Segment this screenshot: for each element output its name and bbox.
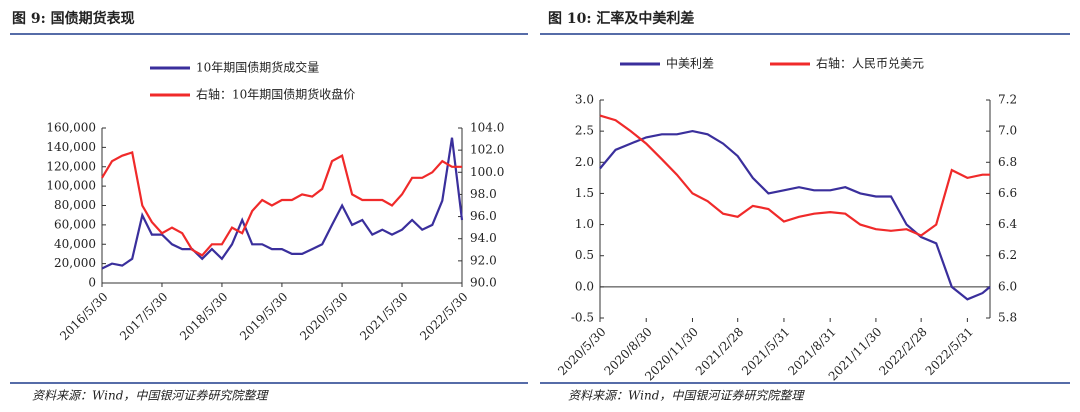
y-tick-label: 1.0 xyxy=(575,217,594,231)
series-line xyxy=(599,129,991,301)
x-tick-label: 2021/5/30 xyxy=(357,290,410,343)
series-line xyxy=(101,150,462,257)
y2-tick-label: 6.0 xyxy=(998,279,1017,293)
x-tick-label: 2019/5/30 xyxy=(237,290,290,343)
chart-title: 图 9: 国债期货表现 xyxy=(12,10,135,27)
y2-tick-label: 6.4 xyxy=(998,217,1017,231)
source-note: 资料来源：Wind，中国银河证券研究院整理 xyxy=(568,389,805,403)
legend-label: 右轴：10年期国债期货收盘价 xyxy=(196,87,355,102)
series-line xyxy=(599,114,990,237)
legend-label: 10年期国债期货成交量 xyxy=(196,60,319,75)
y2-tick-label: 100.0 xyxy=(470,165,504,179)
x-tick-label: 2020/5/30 xyxy=(297,290,350,343)
legend-label: 右轴：人民币兑美元 xyxy=(816,56,924,71)
y-tick-label: 140,000 xyxy=(46,140,96,154)
y-tick-label: 0 xyxy=(88,276,96,290)
x-tick-label: 2021/5/31 xyxy=(739,325,792,378)
y-tick-label: 100,000 xyxy=(46,179,96,193)
x-tick-label: 2018/5/30 xyxy=(177,290,230,343)
y2-tick-label: 90.0 xyxy=(470,276,497,290)
y-tick-label: 2.0 xyxy=(575,155,594,169)
chart-title: 图 10: 汇率及中美利差 xyxy=(548,10,694,27)
legend-label: 中美利差 xyxy=(666,56,714,71)
y-tick-label: 0.5 xyxy=(575,248,594,262)
y-tick-label: 1.5 xyxy=(575,186,594,200)
y2-tick-label: 6.8 xyxy=(998,155,1017,169)
x-tick-label: 2016/5/30 xyxy=(57,290,110,343)
y-tick-label: 20,000 xyxy=(54,256,96,270)
y-tick-label: 160,000 xyxy=(46,121,96,135)
y2-tick-label: 102.0 xyxy=(470,143,504,157)
y2-tick-label: 7.2 xyxy=(998,93,1017,107)
y-tick-label: 2.5 xyxy=(575,124,594,138)
y2-tick-label: 98.0 xyxy=(470,187,497,201)
y2-tick-label: 94.0 xyxy=(470,231,497,245)
series-line xyxy=(101,137,464,270)
y-tick-label: 0.0 xyxy=(575,279,594,293)
y2-tick-label: 7.0 xyxy=(998,124,1017,138)
x-tick-label: 2022/2/28 xyxy=(876,325,929,378)
y-tick-label: 120,000 xyxy=(46,159,96,173)
x-tick-label: 2020/5/30 xyxy=(555,325,608,378)
x-tick-label: 2017/5/30 xyxy=(117,290,170,343)
y-tick-label: 60,000 xyxy=(54,217,96,231)
x-tick-label: 2021/2/28 xyxy=(693,325,746,378)
x-tick-label: 2022/5/31 xyxy=(923,325,976,378)
x-tick-label: 2022/5/30 xyxy=(417,290,470,343)
y2-tick-label: 104.0 xyxy=(470,121,504,135)
y-tick-label: 3.0 xyxy=(575,93,594,107)
y-tick-label: -0.5 xyxy=(571,311,594,325)
y2-tick-label: 92.0 xyxy=(470,253,497,267)
y-tick-label: 40,000 xyxy=(54,237,96,251)
y2-tick-label: 96.0 xyxy=(470,209,497,223)
y2-tick-label: 6.6 xyxy=(998,186,1017,200)
y-tick-label: 80,000 xyxy=(54,198,96,212)
y2-tick-label: 5.8 xyxy=(998,311,1017,325)
source-note: 资料来源：Wind，中国银河证券研究院整理 xyxy=(32,389,269,403)
y2-tick-label: 6.2 xyxy=(998,248,1017,262)
